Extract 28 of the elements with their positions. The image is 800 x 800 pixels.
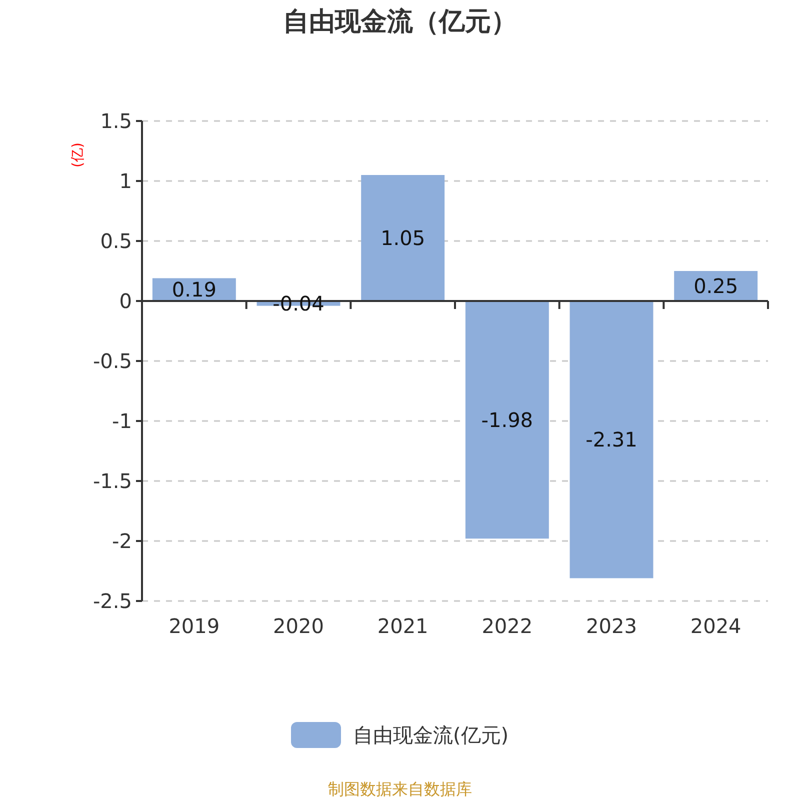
x-tick-label: 2024 <box>690 614 742 638</box>
y-tick-label: 1.5 <box>100 109 132 133</box>
y-tick-label: -1.5 <box>92 469 132 493</box>
y-tick-label: 0 <box>119 289 132 313</box>
y-tick-label: 1 <box>119 169 132 193</box>
data-label: -2.31 <box>586 428 638 452</box>
data-label: -0.04 <box>272 291 324 316</box>
x-tick-label: 2022 <box>482 614 533 638</box>
data-label: 0.25 <box>694 274 738 298</box>
y-tick-label: -1 <box>112 409 132 433</box>
x-tick-label: 2021 <box>377 614 428 638</box>
y-tick-label: -0.5 <box>92 349 132 373</box>
x-tick-label: 2020 <box>273 614 324 638</box>
x-tick-label: 2023 <box>586 614 637 638</box>
y-tick-label: -2.5 <box>92 589 132 613</box>
bar <box>465 301 549 539</box>
x-tick-label: 2019 <box>168 614 220 638</box>
text: 制图数据来自数据库 <box>328 780 472 798</box>
data-label: 1.05 <box>380 226 426 250</box>
y-tick-label: -2 <box>112 529 132 553</box>
chart-title: 自由现金流（亿元） <box>283 7 517 37</box>
y-tick-label: 0.5 <box>100 229 132 253</box>
legend-label: 自由现金流(亿元) <box>353 723 509 747</box>
bar <box>570 301 654 578</box>
y-axis-title: (亿) <box>70 142 86 168</box>
bar <box>361 175 445 301</box>
data-label: 0.19 <box>172 278 216 302</box>
data-label: -1.98 <box>481 408 534 432</box>
